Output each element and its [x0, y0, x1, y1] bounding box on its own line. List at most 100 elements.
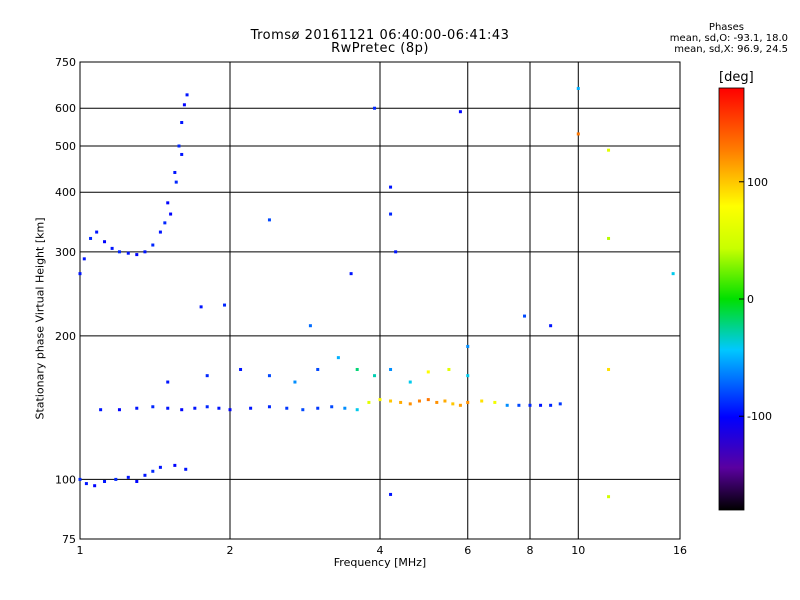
colorbar-tick-label: 0	[747, 293, 754, 306]
data-point	[228, 408, 232, 412]
data-point	[301, 408, 305, 412]
data-point	[349, 272, 353, 276]
data-point	[607, 148, 611, 152]
data-point	[417, 399, 421, 403]
y-tick-label: 300	[55, 246, 76, 259]
x-tick-label: 16	[673, 544, 687, 557]
y-axis-label: Stationary phase Virtual Height [km]	[33, 217, 47, 420]
data-point	[205, 405, 209, 409]
data-points	[78, 86, 675, 499]
data-point	[158, 230, 162, 234]
data-point	[84, 482, 88, 486]
data-point	[367, 400, 371, 404]
data-point	[355, 367, 359, 371]
data-point	[316, 406, 320, 410]
data-point	[166, 380, 170, 384]
grid-lines	[80, 62, 680, 539]
data-point	[389, 492, 393, 496]
data-point	[505, 403, 509, 407]
data-point	[466, 374, 470, 378]
data-point	[135, 479, 139, 483]
data-point	[117, 408, 121, 412]
y-tick-label: 75	[62, 533, 76, 546]
data-point	[435, 400, 439, 404]
data-point	[114, 477, 118, 481]
data-point	[426, 370, 430, 374]
colorbar-unit-label: [deg]	[719, 70, 754, 85]
y-tick-label: 400	[55, 186, 76, 199]
data-point	[408, 402, 412, 406]
data-point	[316, 367, 320, 371]
data-point	[389, 185, 393, 189]
data-point	[389, 367, 393, 371]
data-point	[193, 406, 197, 410]
data-point	[173, 463, 177, 467]
data-point	[158, 465, 162, 469]
data-point	[607, 367, 611, 371]
data-point	[135, 253, 139, 257]
data-point	[466, 344, 470, 348]
data-point	[177, 144, 181, 148]
x-axis-ticks: 1 2 4 6 8 10 16	[77, 544, 688, 557]
colorbar-tick-label: -100	[747, 410, 772, 423]
data-point	[458, 403, 462, 407]
data-point	[223, 303, 227, 307]
data-point	[169, 212, 173, 216]
data-point	[180, 152, 184, 156]
x-axis-label: Frequency [MHz]	[333, 556, 427, 569]
data-point	[528, 403, 532, 407]
data-point	[185, 93, 189, 97]
data-point	[373, 106, 377, 110]
data-point	[308, 324, 312, 328]
data-point	[558, 402, 562, 406]
data-point	[447, 367, 451, 371]
data-point	[205, 374, 209, 378]
data-point	[285, 406, 289, 410]
data-point	[103, 240, 107, 244]
data-point	[389, 399, 393, 403]
data-point	[163, 221, 167, 225]
data-point	[184, 467, 188, 471]
data-point	[267, 218, 271, 222]
chart-subtitle: RwPretec (8p)	[331, 41, 429, 56]
data-point	[343, 406, 347, 410]
data-point	[389, 212, 393, 216]
data-point	[355, 408, 359, 412]
x-tick-label: 4	[377, 544, 384, 557]
colorbar-tick-label: 100	[747, 176, 768, 189]
data-point	[267, 405, 271, 409]
data-point	[78, 272, 82, 276]
data-point	[143, 473, 147, 477]
data-point	[607, 495, 611, 499]
data-point	[151, 243, 155, 247]
y-tick-label: 100	[55, 473, 76, 486]
data-point	[110, 246, 114, 250]
data-point	[117, 250, 121, 254]
data-point	[199, 305, 203, 309]
data-point	[173, 170, 177, 174]
data-point	[576, 132, 580, 136]
data-point	[549, 403, 553, 407]
data-point	[336, 356, 340, 360]
data-point	[267, 374, 271, 378]
plot-area-frame	[79, 61, 681, 540]
data-point	[135, 406, 139, 410]
y-tick-label: 600	[55, 102, 76, 115]
data-point	[399, 400, 403, 404]
x-tick-label: 8	[527, 544, 534, 557]
data-point	[523, 314, 527, 318]
data-point	[466, 400, 470, 404]
stats-x-mode: mean, sd,X: 96.9, 24.5	[674, 44, 788, 55]
data-point	[217, 406, 221, 410]
y-axis-ticks: 75 100 200 300 400 500 600 750	[55, 56, 76, 546]
data-point	[607, 236, 611, 240]
data-point	[143, 250, 147, 254]
data-point	[151, 405, 155, 409]
data-point	[443, 399, 447, 403]
data-point	[426, 398, 430, 402]
data-point	[180, 121, 184, 125]
data-point	[408, 380, 412, 384]
x-tick-label: 6	[464, 544, 471, 557]
y-tick-label: 500	[55, 140, 76, 153]
